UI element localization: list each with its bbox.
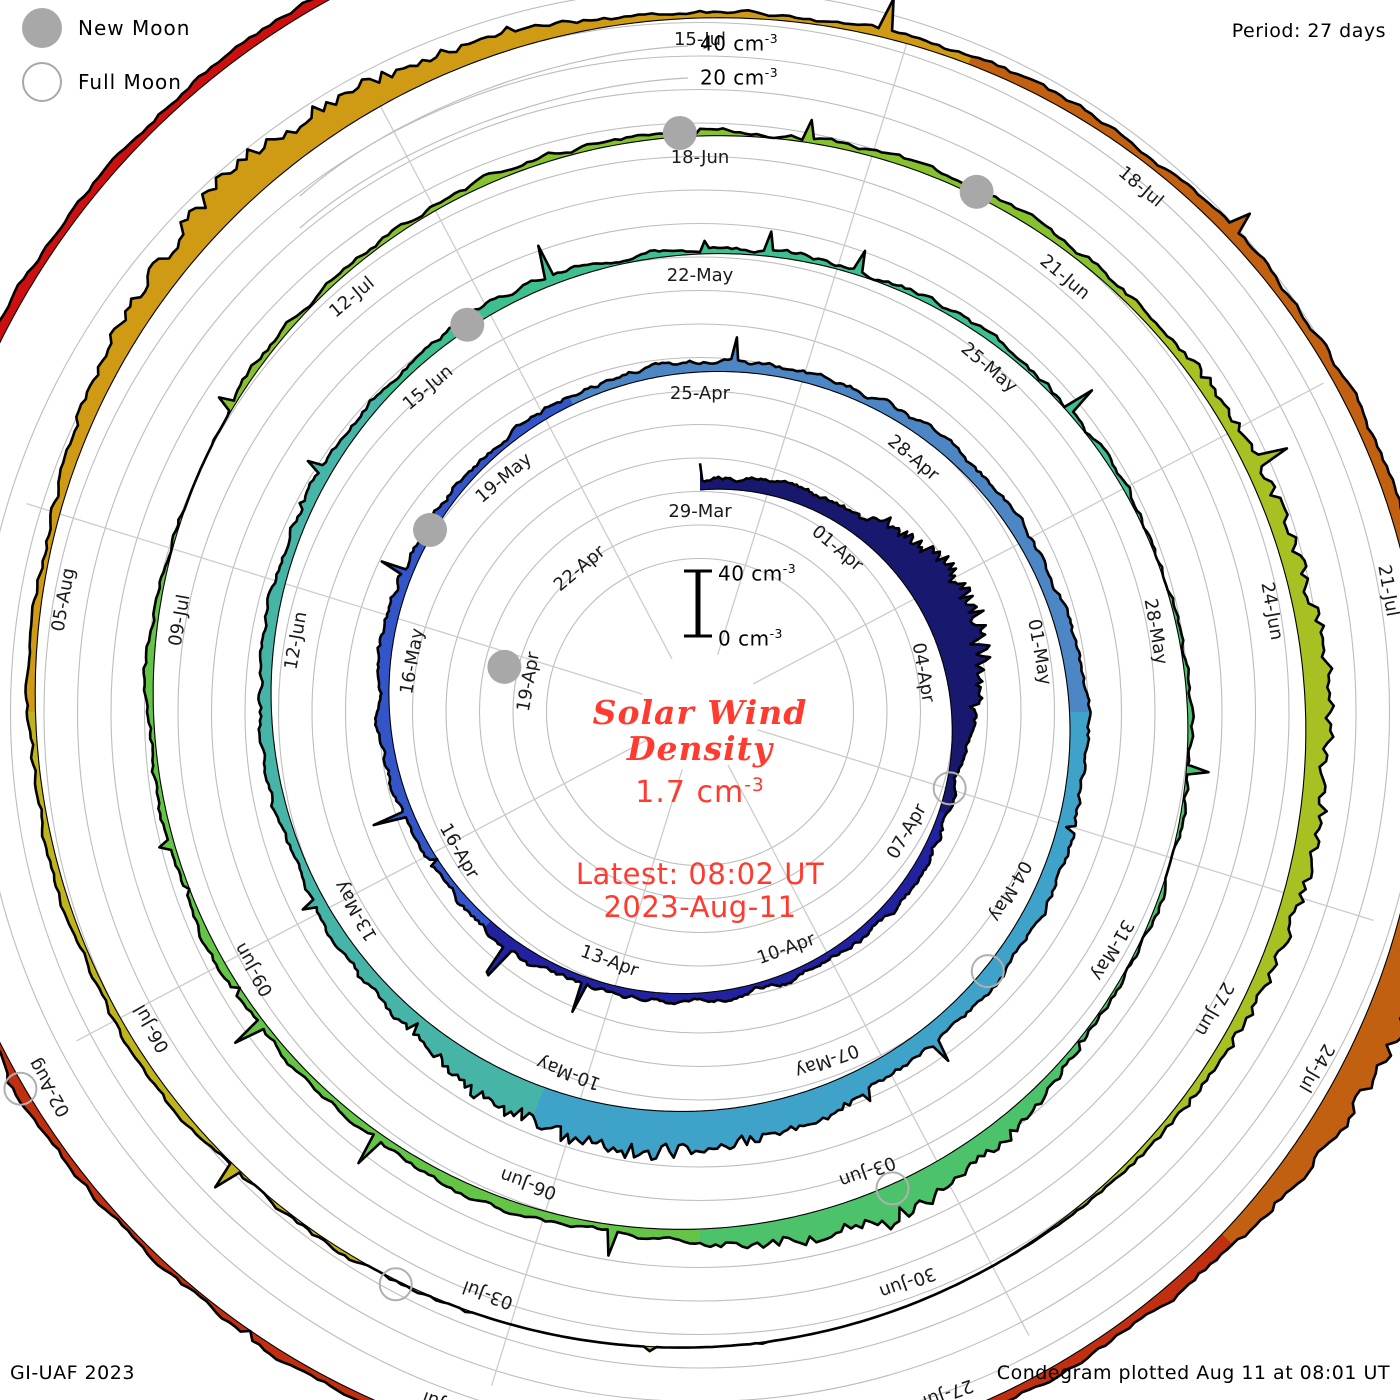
full-moon-marker — [970, 954, 1005, 989]
date-label: 09-Jul — [165, 593, 195, 648]
date-label: 22-Apr — [550, 541, 610, 596]
inner-scale-bar — [684, 569, 712, 638]
full-moon-marker — [932, 771, 967, 806]
new-moon-marker — [487, 649, 522, 684]
date-label: 28-May — [1140, 597, 1172, 667]
date-label: 03-Jul — [460, 1276, 516, 1314]
date-label: 30-Jul — [419, 1387, 475, 1400]
period-label: Period: 27 days — [1231, 20, 1386, 42]
inner-scale-top-text: 40 cm — [718, 561, 783, 586]
date-label: 15-Jul — [674, 29, 726, 50]
full-moon-marker — [875, 1171, 910, 1206]
date-label: 12-Jun — [281, 610, 312, 671]
date-label: 05-Aug — [48, 566, 80, 633]
copyright-label: GI-UAF 2023 — [10, 1362, 135, 1384]
outer-scale-20-exp: -3 — [764, 65, 779, 80]
date-label: 21-Jul — [1373, 563, 1400, 618]
latest-time: Latest: 08:02 UT — [575, 857, 825, 891]
chart-title-line1: Solar Wind — [592, 693, 808, 732]
current-value-exp: -3 — [744, 775, 765, 796]
date-label: 16-May — [396, 626, 428, 696]
date-label: 25-Apr — [670, 383, 731, 404]
new-moon-marker — [450, 307, 485, 342]
inner-scale-bottom-label: 0 cm-3 — [718, 626, 783, 651]
outer-scale-40-text: 40 cm — [700, 31, 765, 56]
inner-scale-bottom-exp: -3 — [769, 626, 783, 641]
date-label: 24-Jun — [1256, 580, 1287, 641]
full-moon-marker — [3, 1071, 38, 1106]
full-moon-marker — [378, 1267, 413, 1302]
legend-item-full-moon: Full Moon — [22, 62, 182, 102]
date-label: 29-Mar — [668, 501, 732, 522]
current-value-text: 1.7 cm — [635, 775, 745, 810]
moon-phase-markers — [3, 116, 1005, 1302]
legend-label-new-moon: New Moon — [78, 16, 191, 40]
scale-leader-lines — [299, 45, 689, 229]
plot-timestamp-label: Condegram plotted Aug 11 at 08:01 UT — [996, 1362, 1390, 1384]
outer-scale-label-40: 40 cm-3 — [700, 31, 778, 56]
date-label: 01-May — [1023, 617, 1055, 687]
current-value: 1.7 cm-3 — [0, 775, 1400, 810]
date-label: 18-Jun — [671, 147, 730, 168]
new-moon-icon — [22, 8, 62, 48]
inner-scale-top-label: 40 cm-3 — [718, 561, 796, 586]
new-moon-marker — [662, 116, 697, 151]
new-moon-marker — [413, 512, 448, 547]
outer-scale-20-text: 20 cm — [700, 65, 765, 90]
date-label: 27-Jul — [920, 1375, 976, 1400]
chart-title-line2: Density — [626, 728, 774, 768]
chart-title: Solar Wind Density — [0, 695, 1400, 766]
date-label: 13-Apr — [577, 941, 641, 982]
legend-label-full-moon: Full Moon — [78, 70, 182, 94]
full-moon-icon — [22, 62, 62, 102]
outer-scale-label-20: 20 cm-3 — [700, 65, 778, 90]
inner-scale-top-exp: -3 — [782, 561, 797, 576]
latest-date: 2023-Aug-11 — [603, 890, 797, 925]
date-label: 25-May — [957, 338, 1022, 397]
latest-reading: Latest: 08:02 UT 2023-Aug-11 — [0, 857, 1400, 925]
new-moon-marker — [959, 174, 994, 209]
date-label: 22-May — [667, 265, 734, 286]
outer-scale-40-exp: -3 — [764, 31, 779, 46]
legend-item-new-moon: New Moon — [22, 8, 190, 48]
inner-scale-bottom-text: 0 cm — [718, 626, 770, 651]
